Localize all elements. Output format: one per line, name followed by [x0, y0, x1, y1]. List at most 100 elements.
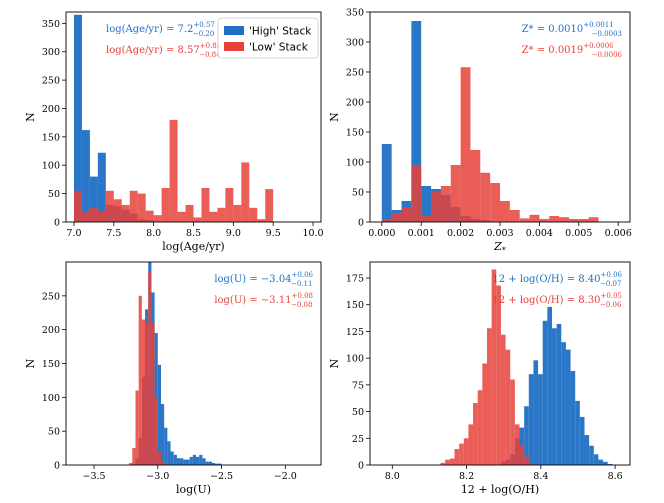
bar-low-13: [160, 461, 165, 465]
bar-high-34: [598, 459, 604, 465]
x-axis-label: log(U): [176, 483, 211, 496]
bar-low-17: [549, 216, 560, 222]
bar-low-22: [249, 207, 258, 222]
bar-high-30: [579, 416, 585, 465]
bar-high-16: [170, 451, 174, 465]
bar-high-3: [97, 152, 106, 222]
bar-high-26: [202, 458, 206, 465]
annotation-lower-error: −0.0006: [592, 51, 623, 59]
annotation-upper-error: +0.06: [292, 271, 314, 279]
bar-low-18: [524, 456, 529, 465]
bar-high-3: [411, 21, 422, 222]
legend-swatch-low: [224, 42, 244, 51]
bar-low-18: [217, 207, 226, 222]
x-axis-label: 12 + log(O/H): [461, 483, 539, 496]
bar-high-0: [73, 14, 82, 222]
y-tick-4: 100: [346, 354, 370, 365]
bar-low-16: [539, 219, 550, 222]
x-tick-2: 8.4: [533, 465, 548, 482]
bar-low-5: [463, 438, 469, 465]
annotation-value: log(U) = −3.11: [214, 295, 291, 306]
x-tick-2: 8.0: [146, 222, 161, 239]
bar-high-31: [218, 463, 222, 465]
bar-high-19: [180, 458, 184, 465]
x-tick-6: 0.006: [605, 222, 632, 239]
bar-low-4: [459, 443, 464, 465]
bar-low-13: [177, 211, 186, 222]
bar-low-15: [529, 214, 540, 222]
y-tick-6: 150: [346, 300, 370, 311]
bar-low-2: [401, 207, 412, 222]
x-tick-label: 8.4: [533, 471, 548, 482]
bar-low-17: [209, 211, 218, 222]
x-tick-2: 0.002: [447, 222, 474, 239]
bar-high-28: [208, 461, 212, 465]
bar-low-15: [193, 217, 202, 222]
x-tick-1: −3.0: [146, 465, 169, 482]
bar-low-7: [450, 165, 461, 222]
x-tick-1: 7.5: [106, 222, 121, 239]
bar-low-7: [129, 190, 138, 222]
bar-low-24: [265, 189, 274, 222]
bar-high-12: [157, 364, 161, 465]
bar-low-1: [81, 211, 90, 222]
x-tick-label: −3.0: [146, 471, 169, 482]
bar-low-3: [454, 448, 460, 465]
annotation-high: log(U) = −3.04+0.06 −0.11: [214, 271, 313, 288]
bar-low-12: [500, 201, 510, 222]
x-tick-5: 9.5: [266, 222, 281, 239]
bar-high-29: [211, 462, 216, 465]
bar-low-7: [141, 319, 146, 465]
bar-high-20: [183, 459, 187, 465]
y-tick-label: 250: [346, 68, 364, 79]
bar-low-0: [381, 219, 392, 222]
y-tick-7: 175: [346, 274, 370, 285]
annotation-value: 12 + log(O/H) = 8.40: [492, 274, 600, 285]
x-tick-6: 10.0: [302, 222, 324, 239]
bar-low-12: [496, 285, 501, 465]
bar-low-3: [97, 210, 106, 222]
bar-low-9: [148, 272, 152, 465]
bar-low-12: [157, 451, 161, 465]
bar-high-15: [167, 441, 171, 465]
bar-low-10: [480, 172, 491, 222]
x-axis-label-main: Z: [493, 240, 502, 253]
bar-low-20: [233, 204, 242, 222]
bar-low-9: [482, 363, 487, 465]
y-tick-0: 0: [54, 461, 66, 472]
y-tick-1: 25: [352, 434, 370, 445]
x-tick-0: 8.0: [385, 465, 400, 482]
x-tick-3: −2.0: [274, 465, 297, 482]
bar-low-6: [138, 295, 142, 465]
annotation-lower-error: −0.84: [199, 51, 221, 59]
annotation-low: log(U) = −3.11+0.08 −0.08: [214, 292, 313, 309]
annotation-value: Z* = 0.0019: [522, 45, 584, 56]
x-tick-0: −3.5: [83, 465, 106, 482]
y-tick-2: 50: [352, 407, 370, 418]
x-tick-label: 0.004: [526, 228, 553, 239]
annotation-lower-error: −0.08: [291, 301, 312, 309]
x-tick-label: −2.0: [274, 471, 297, 482]
y-tick-label: 25: [352, 434, 364, 445]
x-tick-label: 8.5: [186, 228, 201, 239]
y-tick-label: 350: [42, 19, 60, 30]
y-tick-4: 200: [42, 104, 66, 115]
bar-low-14: [519, 218, 530, 222]
y-tick-6: 300: [42, 47, 66, 58]
annotation-value: Z* = 0.0010: [522, 24, 584, 35]
bar-low-3: [411, 165, 422, 222]
x-tick-3: 8.5: [186, 222, 201, 239]
bar-high-27: [205, 461, 209, 465]
y-tick-7: 350: [346, 8, 370, 19]
bar-low-11: [490, 183, 500, 222]
annotation-low: Z* = 0.0019+0.0006 −0.0006: [522, 42, 623, 59]
y-tick-4: 200: [42, 325, 66, 336]
annotation-value: log(Age/yr) = 8.57: [106, 45, 200, 56]
y-tick-label: 200: [346, 98, 364, 109]
x-tick-label: 8.6: [608, 471, 623, 482]
y-tick-label: 250: [42, 291, 60, 302]
x-tick-label: 0.002: [447, 228, 474, 239]
bar-high-14: [164, 427, 168, 465]
y-tick-2: 100: [42, 393, 66, 404]
bar-high-27: [565, 349, 571, 465]
